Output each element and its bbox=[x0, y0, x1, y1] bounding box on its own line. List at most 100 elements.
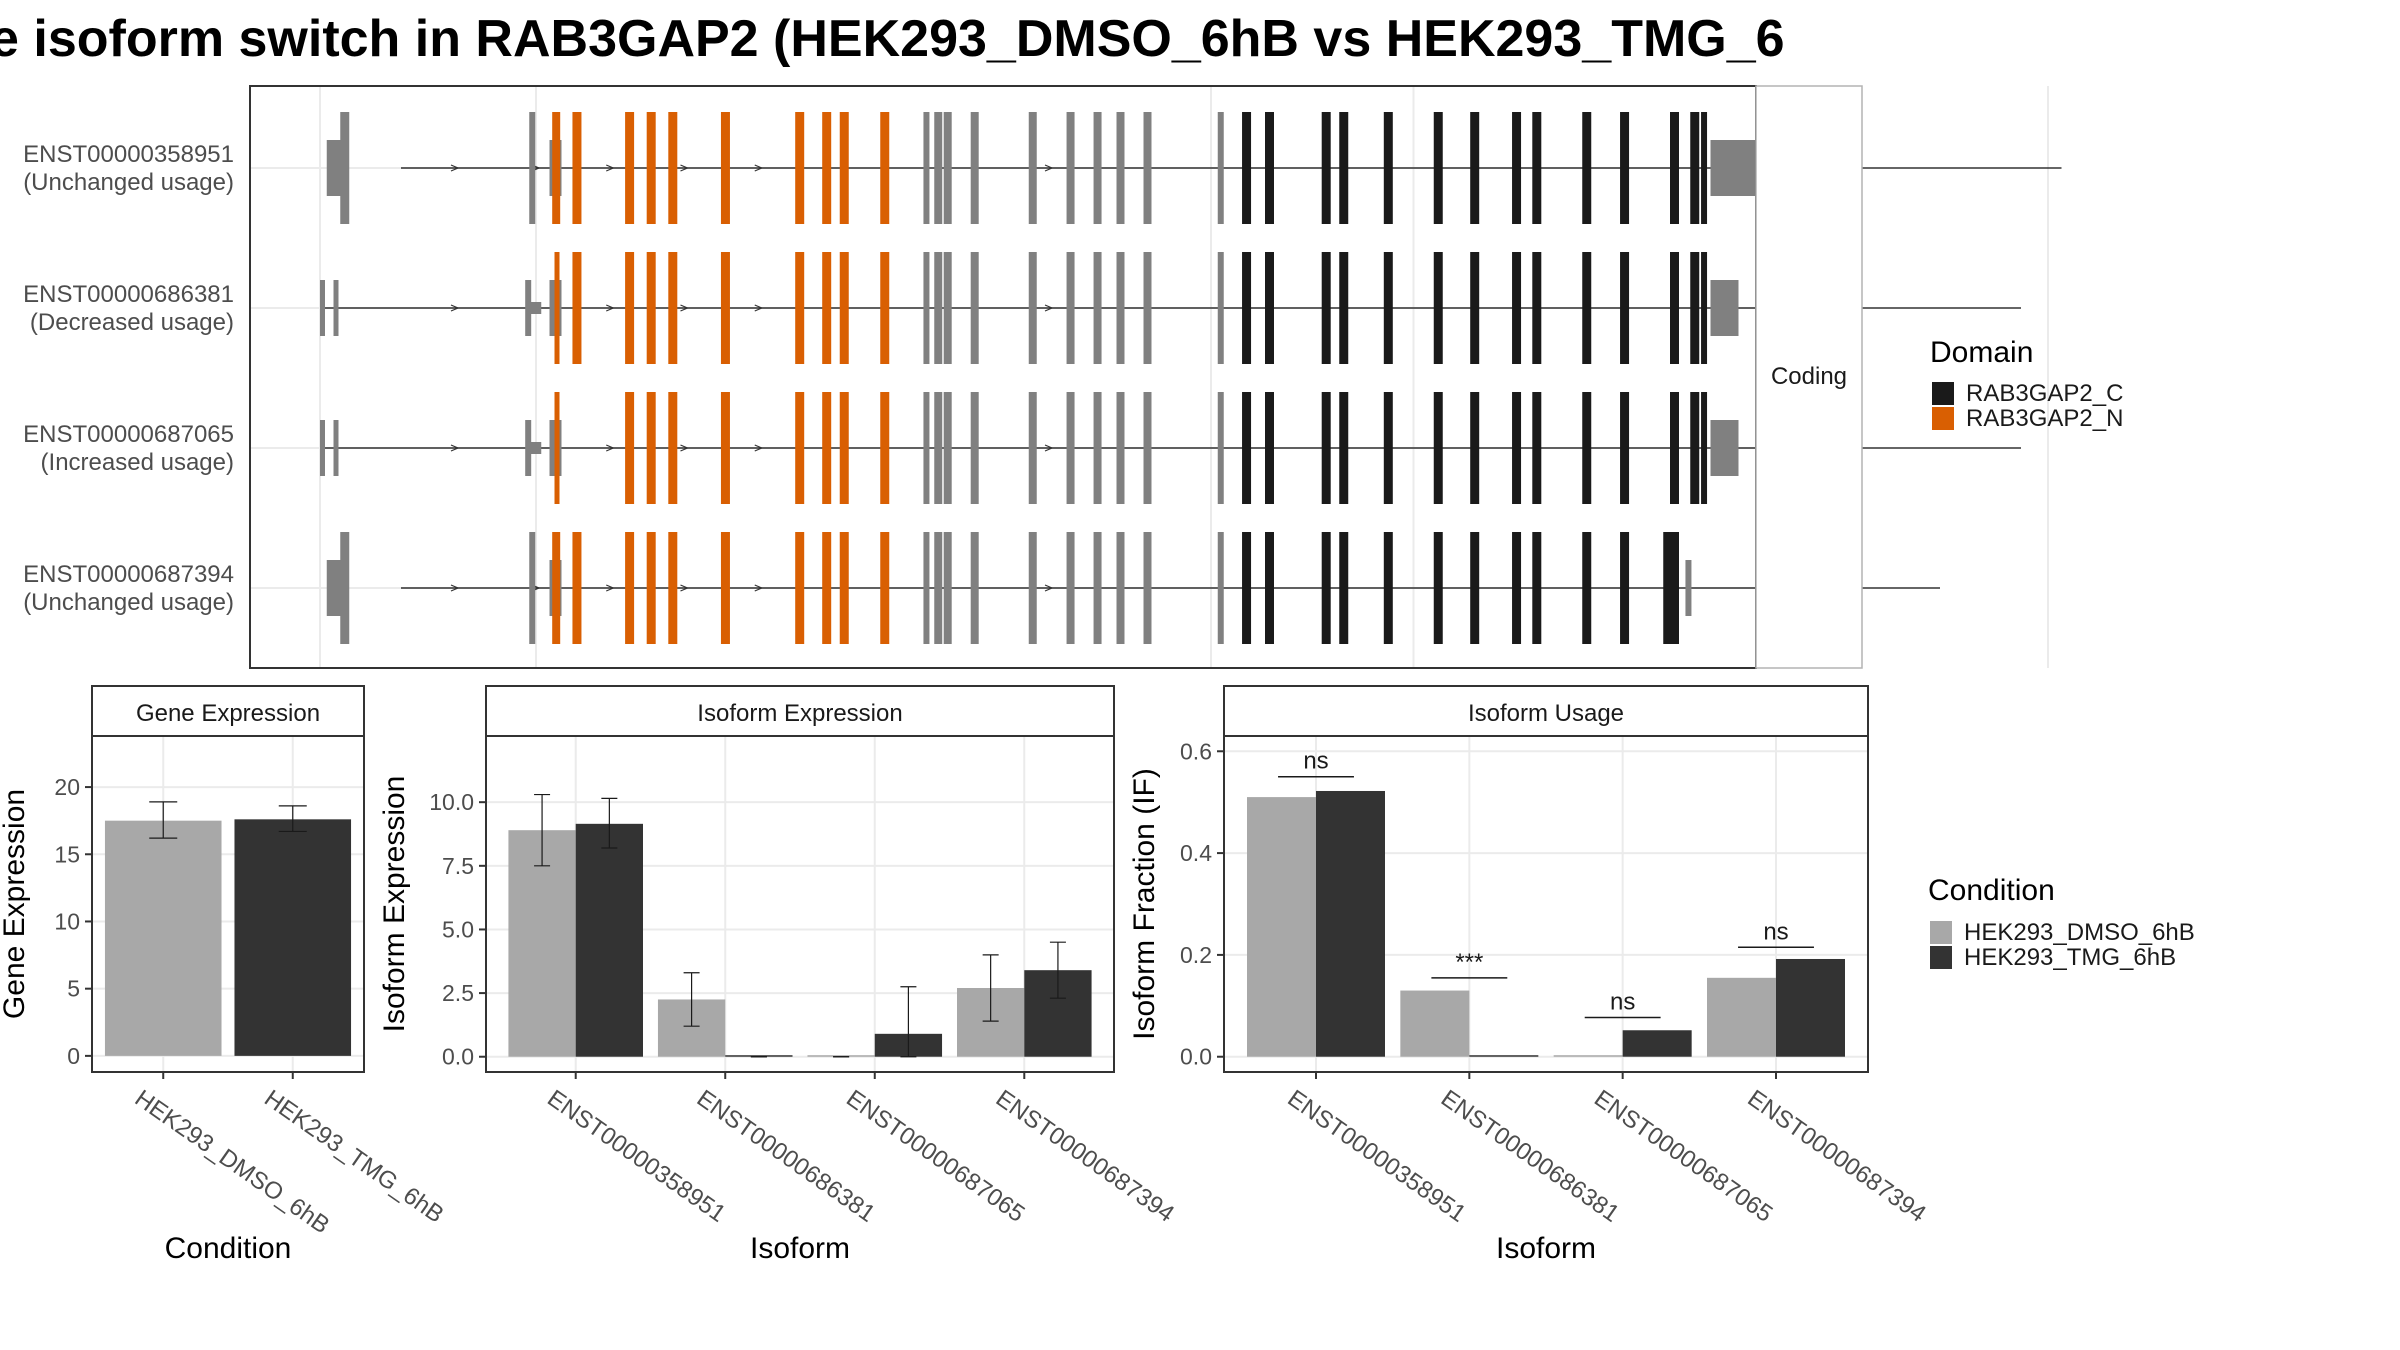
legend-swatch bbox=[1930, 921, 1952, 944]
bar-panel: Gene Expression05101520HEK293_DMSO_6hBHE… bbox=[0, 685, 449, 1265]
strand-arrow bbox=[606, 584, 615, 592]
y-axis-title: Isoform Fraction (IF) bbox=[1128, 768, 1161, 1040]
transcript-usage-label: (Increased usage) bbox=[41, 449, 234, 476]
n-domain-exon bbox=[572, 532, 582, 644]
figure-title: e isoform switch in RAB3GAP2 (HEK293_DMS… bbox=[0, 10, 1785, 68]
coding-exon bbox=[1143, 392, 1152, 504]
coding-exon bbox=[1217, 252, 1224, 364]
c-domain-exon bbox=[1690, 392, 1700, 504]
coding-exon bbox=[1066, 252, 1075, 364]
coding-exon bbox=[943, 392, 952, 504]
n-domain-exon bbox=[839, 112, 849, 224]
c-domain-exon bbox=[1701, 112, 1708, 224]
coding-exon bbox=[1217, 532, 1224, 644]
coding-exon bbox=[1143, 252, 1152, 364]
utr-exon bbox=[1710, 280, 1739, 336]
c-domain-exon bbox=[1701, 252, 1708, 364]
significance-label: ns bbox=[1303, 748, 1328, 775]
utr-exon bbox=[529, 442, 542, 454]
n-domain-exon bbox=[795, 112, 805, 224]
panel-strip bbox=[91, 685, 365, 737]
coding-exon bbox=[970, 392, 979, 504]
c-domain-exon bbox=[1670, 252, 1679, 364]
coding-exon bbox=[340, 112, 350, 224]
coding-exon bbox=[1093, 532, 1102, 644]
strand-arrow bbox=[450, 584, 460, 592]
c-domain-exon bbox=[1701, 392, 1708, 504]
strand-arrow bbox=[1044, 164, 1054, 172]
c-domain-exon bbox=[1339, 532, 1349, 644]
c-domain-exon bbox=[1265, 252, 1274, 364]
legend-title: Domain bbox=[1930, 336, 2033, 369]
n-domain-exon bbox=[880, 392, 890, 504]
c-domain-exon bbox=[1242, 252, 1252, 364]
c-domain-exon bbox=[1670, 392, 1679, 504]
n-domain-exon bbox=[880, 112, 890, 224]
coding-exon bbox=[1028, 532, 1037, 644]
bar bbox=[725, 1055, 793, 1057]
c-domain-exon bbox=[1512, 532, 1522, 644]
y-tick-label: 7.5 bbox=[442, 853, 474, 879]
c-domain-exon bbox=[1321, 532, 1331, 644]
utr-exon bbox=[320, 420, 325, 476]
panel-strip bbox=[1223, 685, 1869, 737]
significance-label: ns bbox=[1610, 989, 1635, 1016]
bar bbox=[1776, 958, 1845, 1057]
utr-exon bbox=[326, 140, 343, 196]
utr-exon bbox=[1710, 420, 1739, 476]
c-domain-exon bbox=[1470, 112, 1480, 224]
n-domain-exon bbox=[839, 392, 849, 504]
c-domain-exon bbox=[1690, 252, 1700, 364]
c-domain-exon bbox=[1470, 392, 1480, 504]
y-tick-label: 10.0 bbox=[429, 789, 474, 815]
c-domain-exon bbox=[1339, 252, 1349, 364]
coding-exon bbox=[970, 112, 979, 224]
y-tick-label: 10 bbox=[54, 908, 80, 934]
utr-exon bbox=[326, 560, 343, 616]
y-tick-label: 0.0 bbox=[1180, 1044, 1212, 1070]
panel-strip bbox=[485, 685, 1115, 737]
bar bbox=[1553, 1055, 1623, 1057]
legend-swatch bbox=[1932, 382, 1954, 405]
bar bbox=[104, 820, 222, 1056]
significance-label: ns bbox=[1763, 918, 1788, 945]
transcript-row: ENST00000687394(Unchanged usage) bbox=[23, 532, 1940, 644]
utr-exon bbox=[333, 280, 339, 336]
x-axis-title: Isoform bbox=[1496, 1232, 1596, 1265]
n-domain-exon bbox=[554, 252, 560, 364]
legend-swatch bbox=[1930, 946, 1952, 969]
n-domain-exon bbox=[668, 392, 678, 504]
c-domain-exon bbox=[1582, 112, 1592, 224]
legend-label: RAB3GAP2_C bbox=[1966, 380, 2123, 407]
legend-label: RAB3GAP2_N bbox=[1966, 405, 2123, 432]
n-domain-exon bbox=[880, 252, 890, 364]
bar bbox=[234, 819, 352, 1056]
panel-strip-label: Isoform Usage bbox=[1468, 700, 1624, 727]
n-domain-exon bbox=[720, 392, 730, 504]
c-domain-exon bbox=[1242, 532, 1252, 644]
n-domain-exon bbox=[822, 532, 832, 644]
coding-exon bbox=[1116, 112, 1125, 224]
y-tick-label: 0.0 bbox=[442, 1044, 474, 1070]
strand-arrow bbox=[754, 584, 764, 592]
transcript-id-label: ENST00000358951 bbox=[23, 141, 234, 168]
coding-exon bbox=[923, 392, 930, 504]
c-domain-exon bbox=[1670, 112, 1679, 224]
n-domain-exon bbox=[668, 112, 678, 224]
coding-exon bbox=[1143, 112, 1152, 224]
c-domain-exon bbox=[1620, 252, 1630, 364]
coding-exon bbox=[1066, 112, 1075, 224]
coding-exon bbox=[1217, 392, 1224, 504]
strand-arrow bbox=[680, 444, 690, 452]
coding-exon bbox=[340, 532, 350, 644]
c-domain-exon bbox=[1339, 392, 1349, 504]
transcript-id-label: ENST00000687394 bbox=[23, 561, 234, 588]
coding-exon bbox=[1066, 392, 1075, 504]
strand-arrow bbox=[754, 304, 764, 312]
coding-exon bbox=[1116, 252, 1125, 364]
bar bbox=[508, 830, 576, 1057]
coding-exon bbox=[1116, 392, 1125, 504]
c-domain-exon bbox=[1532, 112, 1542, 224]
c-domain-exon bbox=[1470, 532, 1480, 644]
